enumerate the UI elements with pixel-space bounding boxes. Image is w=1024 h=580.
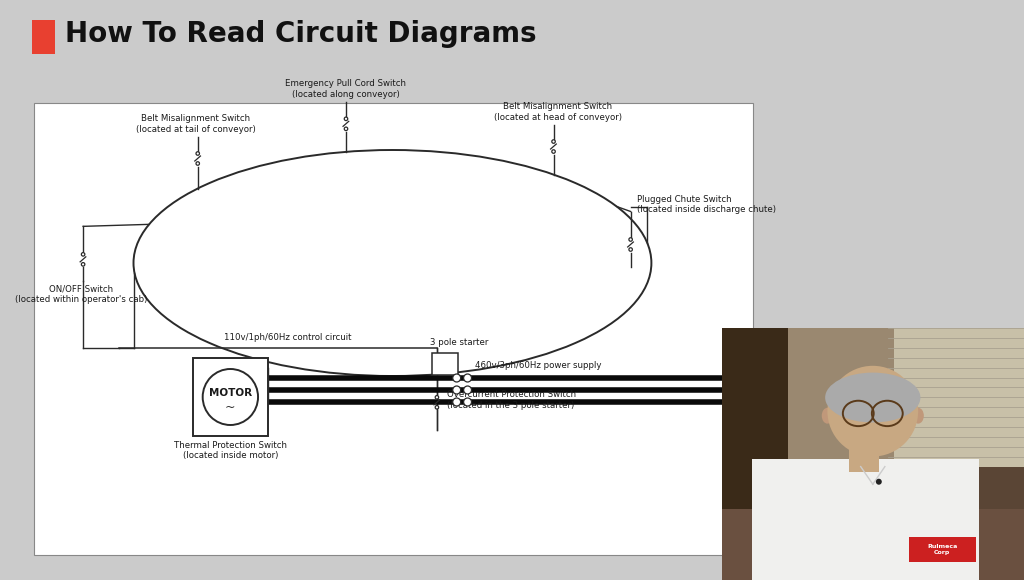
- Text: Belt Misalignment Switch
(located at tail of conveyor): Belt Misalignment Switch (located at tai…: [136, 114, 256, 133]
- Circle shape: [876, 478, 882, 485]
- Circle shape: [453, 398, 461, 406]
- Circle shape: [81, 263, 85, 266]
- Bar: [788, 328, 894, 580]
- Circle shape: [81, 253, 85, 256]
- Text: MOTOR: MOTOR: [209, 388, 252, 398]
- Text: Thermal Protection Switch
(located inside motor): Thermal Protection Switch (located insid…: [174, 441, 287, 461]
- Bar: [909, 537, 976, 563]
- Ellipse shape: [821, 408, 834, 423]
- Ellipse shape: [827, 366, 919, 456]
- Text: 460v/3ph/60Hz power supply: 460v/3ph/60Hz power supply: [475, 361, 602, 370]
- Bar: [722, 328, 797, 509]
- Circle shape: [203, 369, 258, 425]
- Text: Emergency Pull Cord Switch
(located along conveyor): Emergency Pull Cord Switch (located alon…: [286, 79, 407, 99]
- Circle shape: [344, 127, 348, 130]
- Text: ON/OFF Switch
(located within operator's cab): ON/OFF Switch (located within operator's…: [15, 284, 147, 304]
- Ellipse shape: [912, 408, 924, 423]
- Circle shape: [196, 152, 200, 155]
- Text: Belt Misalignment Switch
(located at head of conveyor): Belt Misalignment Switch (located at hea…: [494, 102, 622, 122]
- Text: 3 pole starter: 3 pole starter: [430, 338, 488, 347]
- Circle shape: [196, 162, 200, 165]
- Circle shape: [552, 150, 555, 153]
- Bar: [752, 459, 979, 580]
- Bar: [432, 353, 458, 375]
- Text: 110v/1ph/60Hz control circuit: 110v/1ph/60Hz control circuit: [224, 333, 351, 342]
- Circle shape: [435, 405, 438, 409]
- Text: Rulmeca
Corp: Rulmeca Corp: [927, 545, 957, 555]
- Text: ~: ~: [225, 401, 236, 414]
- Bar: [722, 509, 1024, 580]
- Bar: [722, 328, 1024, 580]
- Circle shape: [464, 386, 471, 394]
- Circle shape: [464, 398, 471, 406]
- Circle shape: [629, 248, 633, 251]
- Circle shape: [344, 117, 348, 121]
- Bar: [849, 447, 879, 472]
- Circle shape: [435, 396, 438, 399]
- Ellipse shape: [825, 372, 921, 422]
- Circle shape: [629, 238, 633, 241]
- Bar: [888, 328, 1024, 466]
- Circle shape: [453, 386, 461, 394]
- Bar: [34, 103, 754, 555]
- Bar: [193, 358, 268, 436]
- Circle shape: [464, 374, 471, 382]
- Circle shape: [453, 374, 461, 382]
- Circle shape: [552, 140, 555, 143]
- Bar: [32, 20, 55, 54]
- Text: How To Read Circuit Diagrams: How To Read Circuit Diagrams: [66, 20, 537, 48]
- Text: Overcurrent Protection Switch
(located in the 3 pole starter): Overcurrent Protection Switch (located i…: [446, 390, 575, 409]
- Text: Plugged Chute Switch
(located inside discharge chute): Plugged Chute Switch (located inside dis…: [637, 194, 775, 214]
